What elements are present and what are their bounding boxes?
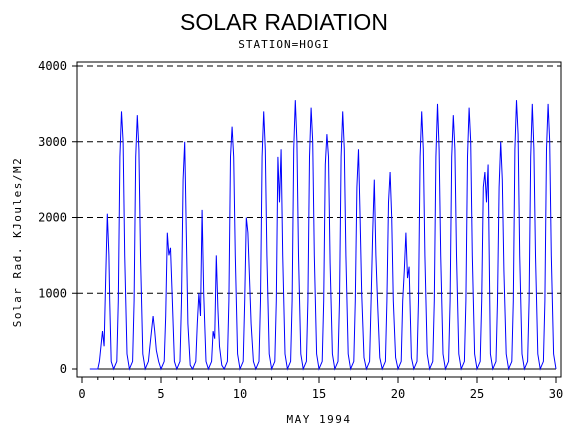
chart-title: SOLAR RADIATION <box>180 9 388 35</box>
y-axis: 0 1000 2000 3000 4000 <box>38 59 77 376</box>
x-tick-label: 25 <box>470 387 484 401</box>
x-tick-label: 20 <box>391 387 405 401</box>
x-tick-label: 5 <box>157 387 164 401</box>
x-tick-label: 15 <box>312 387 326 401</box>
x-tick-label: 0 <box>78 387 85 401</box>
y-tick-label: 2000 <box>38 211 67 225</box>
x-axis: 0 5 10 15 20 25 30 <box>78 377 563 401</box>
y-tick-label: 0 <box>60 362 67 376</box>
gridlines <box>77 65 561 294</box>
y-axis-label: Solar Rad. KJoules/M2 <box>11 157 24 328</box>
y-tick-label: 1000 <box>38 286 67 300</box>
y-tick-label: 3000 <box>38 135 67 149</box>
x-tick-label: 30 <box>549 387 563 401</box>
x-tick-label: 10 <box>233 387 247 401</box>
x-axis-label: MAY 1994 <box>287 413 352 426</box>
chart-subtitle: STATION=HOGI <box>238 38 329 51</box>
y-tick-label: 4000 <box>38 59 67 73</box>
series-layer <box>89 100 557 371</box>
series-line-1 <box>89 100 557 371</box>
